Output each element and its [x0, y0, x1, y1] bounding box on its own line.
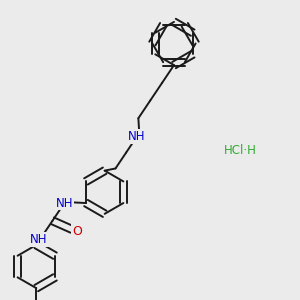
Text: NH: NH: [56, 196, 73, 209]
Text: NH: NH: [128, 130, 146, 143]
Text: NH: NH: [30, 233, 48, 246]
Text: HCl·H: HCl·H: [224, 143, 256, 157]
Text: O: O: [72, 225, 82, 238]
